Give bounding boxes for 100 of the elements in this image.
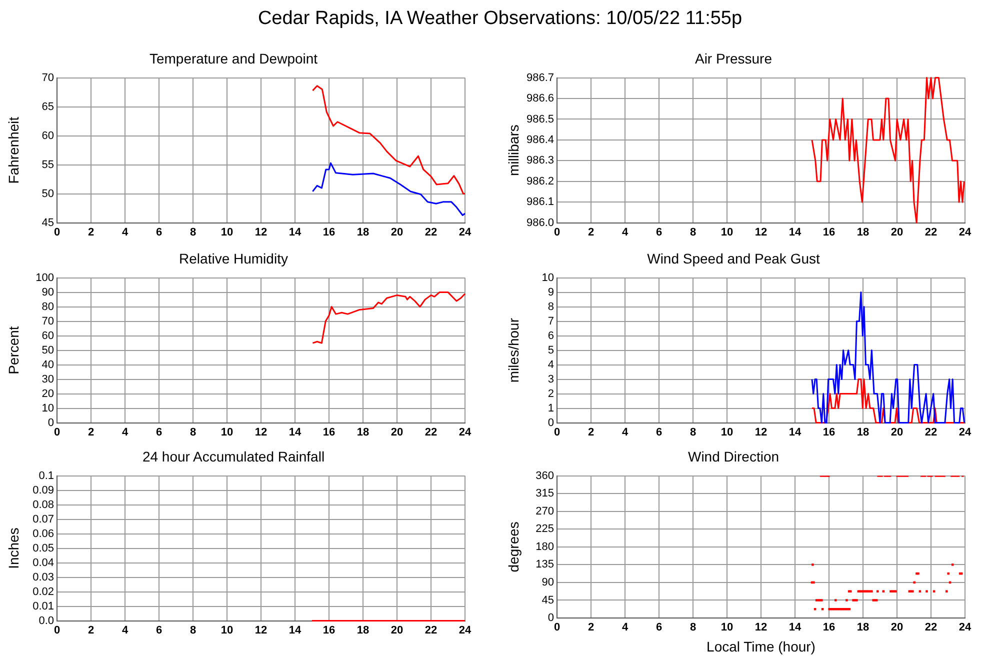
x-tick-label: 4 <box>122 426 129 438</box>
y-tick-label: 986.3 <box>526 154 554 167</box>
y-axis-title: Inches <box>5 528 22 569</box>
chart-title: Wind Speed and Peak Gust <box>647 250 820 266</box>
x-tick-label: 24 <box>458 426 472 438</box>
y-tick-label: 0.02 <box>32 586 54 598</box>
x-tick-label: 24 <box>458 624 472 636</box>
x-tick-label: 8 <box>190 624 196 636</box>
y-tick-label: 0.06 <box>32 528 54 540</box>
y-axis-title: Percent <box>5 326 22 374</box>
y-axis-title: miles/hour <box>505 318 522 383</box>
y-tick-label: 50 <box>42 188 54 200</box>
y-tick-label: 60 <box>42 330 54 342</box>
x-tick-label: 22 <box>424 624 438 636</box>
y-axis-title: Fahrenheit <box>5 116 22 184</box>
x-tick-label: 10 <box>220 426 234 438</box>
x-tick-label: 22 <box>924 622 938 634</box>
y-tick-label: 0 <box>548 612 554 624</box>
x-tick-label: 8 <box>690 622 696 634</box>
x-tick-label: 10 <box>720 426 734 438</box>
x-tick-label: 12 <box>754 622 768 634</box>
x-tick-label: 4 <box>622 226 629 238</box>
x-tick-label: 14 <box>788 426 802 438</box>
x-tick-label: 18 <box>356 624 370 636</box>
y-tick-label: 2 <box>548 388 554 400</box>
y-tick-label: 8 <box>548 300 554 313</box>
y-tick-label: 986.5 <box>526 113 554 126</box>
y-tick-label: 55 <box>42 158 54 171</box>
y-tick-label: 0 <box>548 416 554 429</box>
x-tick-label: 16 <box>822 226 836 238</box>
y-tick-label: 3 <box>548 373 554 386</box>
y-tick-label: 0 <box>48 416 54 429</box>
x-tick-label: 2 <box>88 624 94 636</box>
x-tick-label: 16 <box>322 226 336 238</box>
x-tick-label: 22 <box>924 426 938 438</box>
x-tick-label: 2 <box>588 622 594 634</box>
y-tick-label: 0.07 <box>32 513 54 526</box>
x-tick-label: 16 <box>822 426 836 438</box>
y-axis-title: millibars <box>505 124 522 176</box>
x-tick-label: 12 <box>754 426 768 438</box>
y-axis-title: degrees <box>505 522 522 572</box>
x-tick-label: 22 <box>924 226 938 238</box>
x-tick-label: 24 <box>458 226 472 238</box>
x-tick-label: 22 <box>424 226 438 238</box>
x-tick-label: 20 <box>390 426 404 438</box>
x-tick-label: 14 <box>288 426 302 438</box>
y-tick-label: 0.0 <box>38 614 54 627</box>
y-tick-label: 10 <box>42 402 54 414</box>
x-tick-label: 20 <box>390 226 404 238</box>
x-tick-label: 2 <box>588 226 594 238</box>
y-tick-label: 360 <box>536 470 554 482</box>
x-tick-label: 14 <box>788 622 802 634</box>
x-tick-label: 4 <box>622 622 629 634</box>
y-tick-label: 0.1 <box>38 470 54 482</box>
y-tick-label: 0.08 <box>32 498 54 511</box>
x-tick-label: 2 <box>588 426 594 438</box>
x-tick-label: 16 <box>322 624 336 636</box>
x-tick-label: 18 <box>856 226 870 238</box>
x-tick-label: 24 <box>958 226 972 238</box>
y-tick-label: 45 <box>542 594 554 606</box>
x-tick-label: 2 <box>88 226 94 238</box>
x-tick-label: 20 <box>890 426 904 438</box>
y-tick-label: 0.04 <box>32 556 54 569</box>
y-tick-label: 986.1 <box>526 196 554 208</box>
y-tick-label: 50 <box>42 344 54 356</box>
y-tick-label: 70 <box>42 72 54 84</box>
x-tick-label: 2 <box>88 426 94 438</box>
y-tick-label: 0.01 <box>32 600 54 612</box>
x-tick-label: 20 <box>890 622 904 634</box>
y-tick-label: 60 <box>42 130 54 142</box>
x-tick-label: 4 <box>122 624 129 636</box>
text: Cedar Rapids, IA Weather Observations: 10/05/22 11:55p <box>256 8 744 30</box>
y-tick-label: 0.03 <box>32 571 54 584</box>
x-tick-label: 6 <box>156 426 162 438</box>
x-tick-label: 8 <box>190 226 196 238</box>
chart-title: 24 hour Accumulated Rainfall <box>142 448 325 464</box>
x-tick-label: 10 <box>220 226 234 238</box>
x-tick-label: 12 <box>254 426 268 438</box>
y-tick-label: 986.4 <box>526 134 554 146</box>
y-tick-label: 986.2 <box>526 175 554 188</box>
x-tick-label: 6 <box>156 226 162 238</box>
x-tick-label: 4 <box>122 226 129 238</box>
y-tick-label: 135 <box>536 558 554 571</box>
x-tick-label: 20 <box>390 624 404 636</box>
x-tick-label: 14 <box>788 226 802 238</box>
x-tick-label: 20 <box>890 226 904 238</box>
chart-title: Wind Direction <box>688 448 780 464</box>
x-tick-label: 18 <box>856 426 870 438</box>
x-tick-label: 16 <box>322 426 336 438</box>
y-tick-label: 986.0 <box>526 216 554 229</box>
x-tick-label: 12 <box>754 226 768 238</box>
y-tick-label: 270 <box>536 505 554 518</box>
x-tick-label: 24 <box>958 622 972 634</box>
y-tick-label: 70 <box>42 315 54 328</box>
x-axis-title: Local Time (hour) <box>706 638 816 654</box>
x-tick-label: 6 <box>656 622 662 634</box>
y-tick-label: 90 <box>542 576 554 588</box>
y-tick-label: 6 <box>548 330 554 342</box>
y-tick-label: 315 <box>536 488 554 500</box>
y-tick-label: 9 <box>548 286 554 298</box>
